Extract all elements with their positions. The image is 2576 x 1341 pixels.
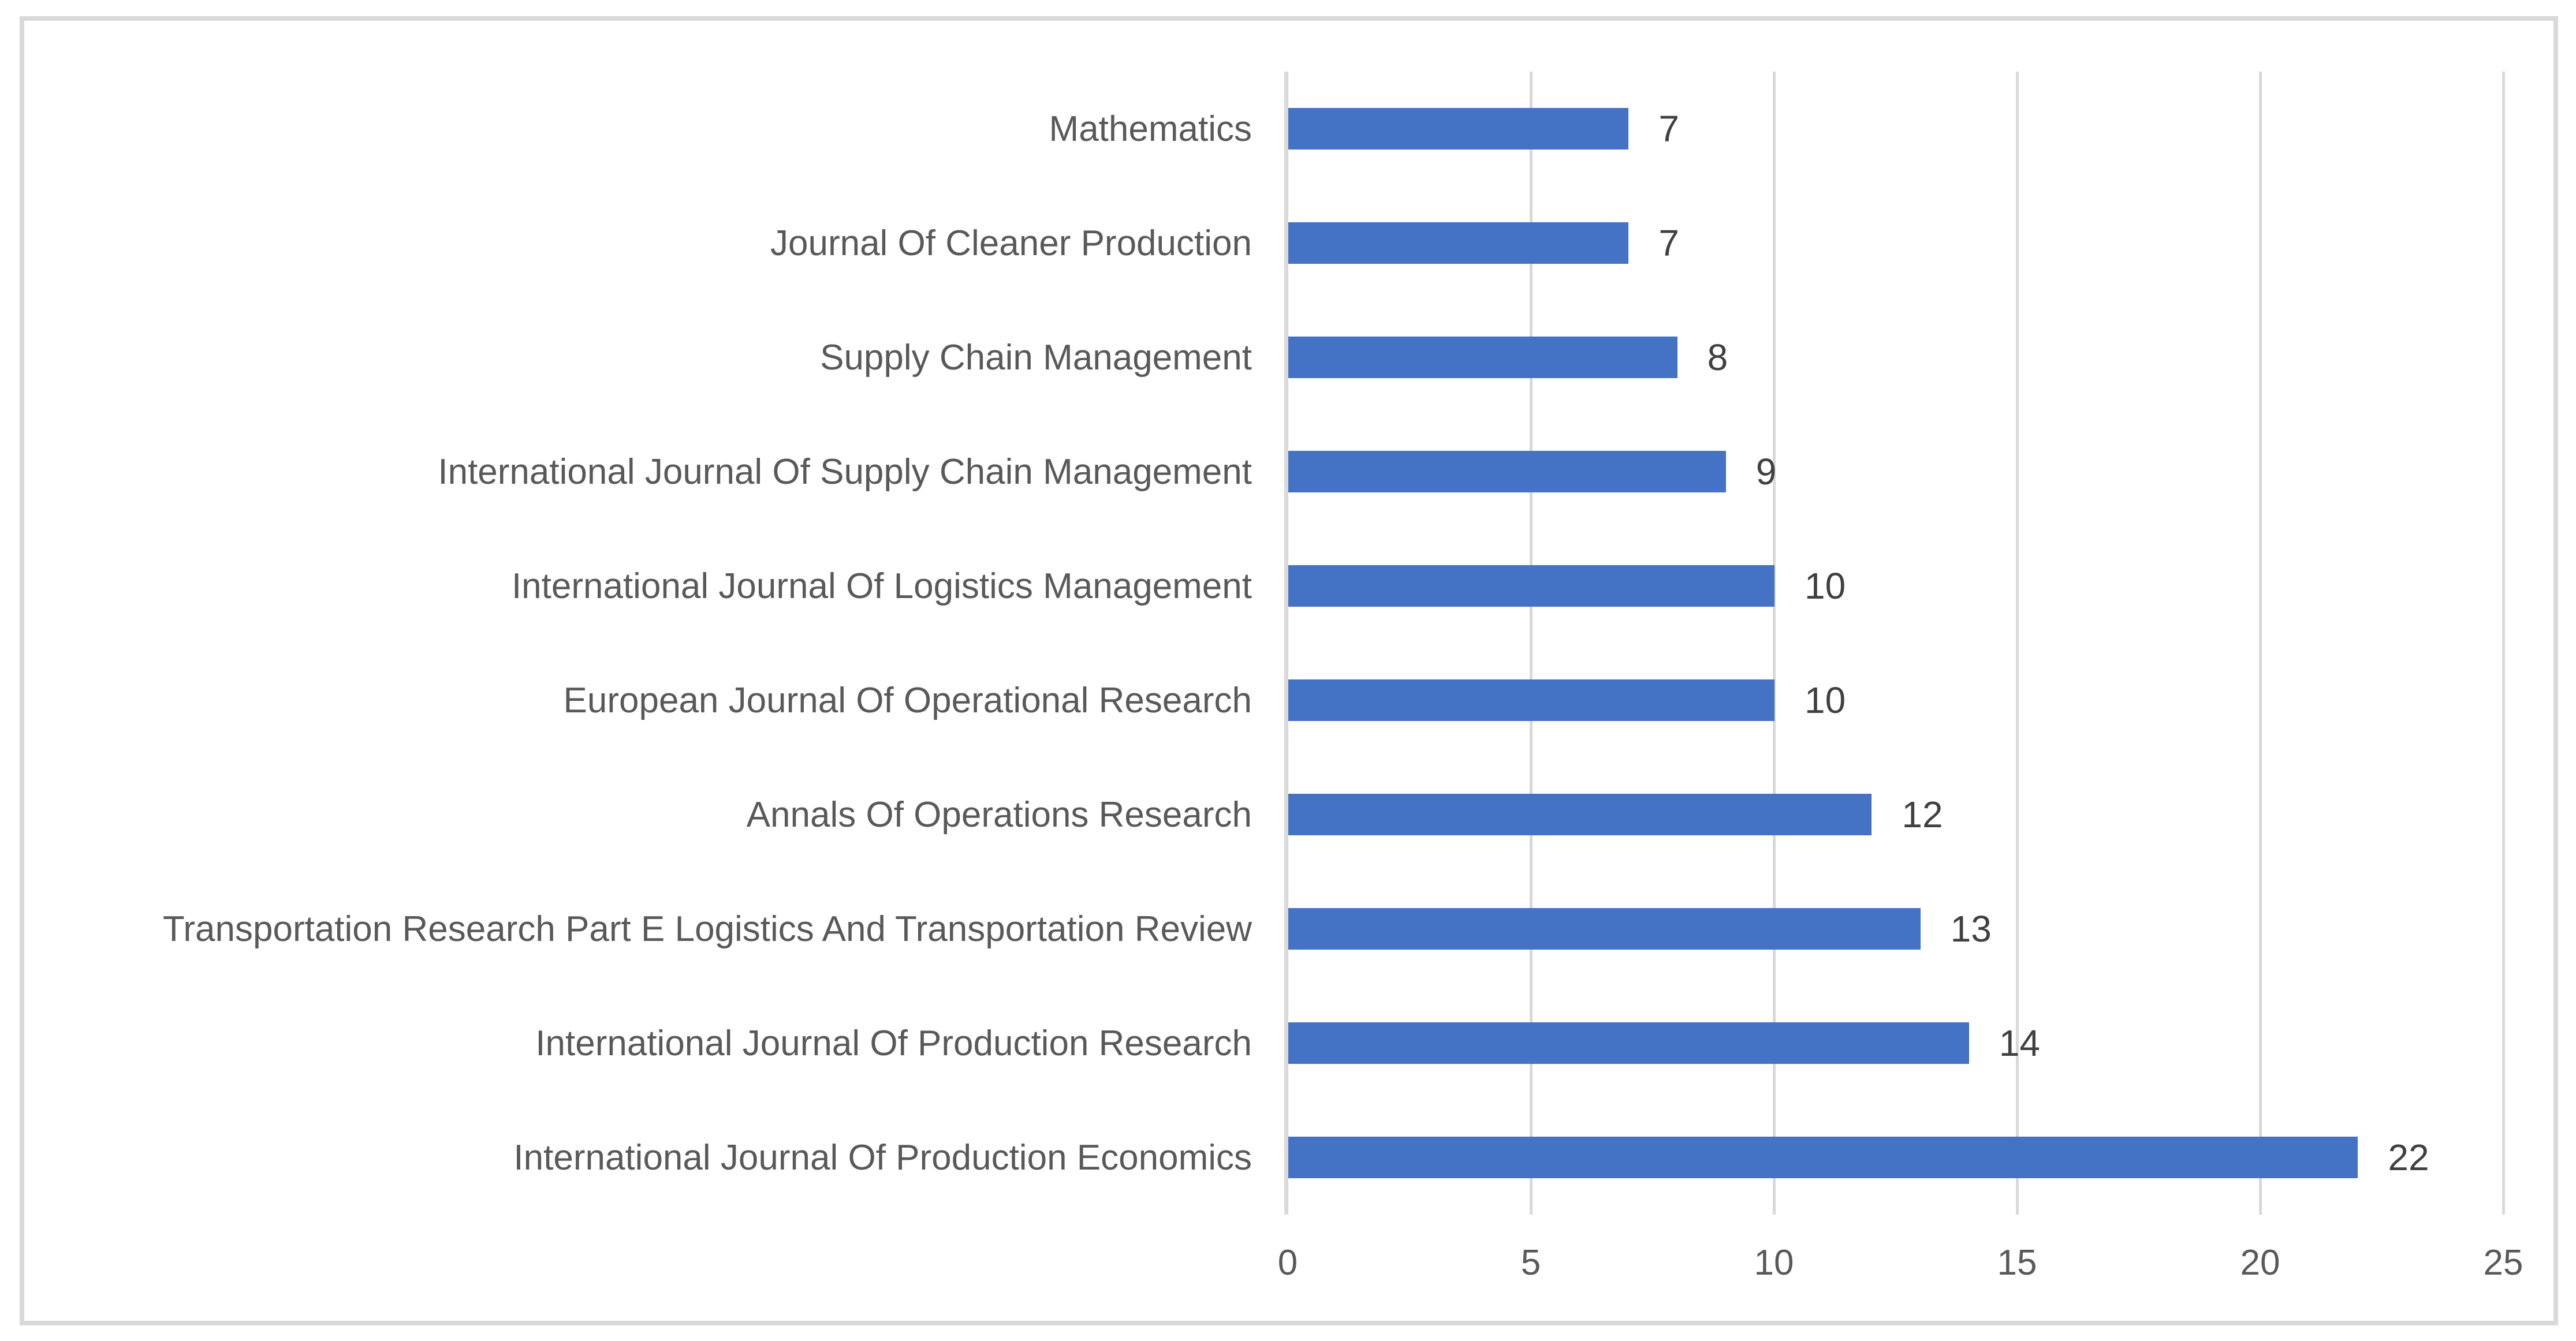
bar [1288, 337, 1677, 378]
gridline [1773, 72, 1776, 1215]
category-label: International Journal Of Logistics Manag… [511, 566, 1252, 606]
category-label: International Journal Of Production Econ… [513, 1137, 1252, 1178]
category-label: Supply Chain Management [820, 337, 1252, 378]
bar [1288, 1022, 1969, 1064]
gridline [2016, 72, 2019, 1215]
gridline [2502, 72, 2505, 1215]
bar [1288, 108, 1629, 150]
gridline [1530, 72, 1533, 1215]
value-label: 7 [1658, 108, 1679, 150]
x-axis-tick-label: 5 [1520, 1243, 1541, 1283]
x-axis-tick-label: 10 [1754, 1243, 1794, 1283]
category-label: International Journal Of Supply Chain Ma… [438, 451, 1252, 492]
value-label: 13 [1950, 908, 1992, 950]
value-label: 22 [2388, 1137, 2429, 1178]
category-label: European Journal Of Operational Research [563, 680, 1252, 720]
category-label: Annals Of Operations Research [746, 794, 1252, 835]
value-label: 9 [1755, 451, 1777, 492]
category-label: Transportation Research Part E Logistics… [162, 909, 1252, 949]
x-axis-tick-label: 25 [2483, 1243, 2523, 1283]
category-axis-line [1284, 72, 1288, 1215]
category-label: Mathematics [1049, 109, 1252, 149]
bar [1288, 679, 1775, 721]
category-label: International Journal Of Production Rese… [535, 1023, 1252, 1063]
chart-frame: Mathematics 7 Journal Of Cleaner Productio… [20, 16, 2558, 1325]
value-label: 8 [1707, 337, 1728, 378]
bar [1288, 794, 1872, 835]
bar [1288, 565, 1775, 607]
bar [1288, 222, 1629, 264]
plot-area: Mathematics 7 Journal Of Cleaner Productio… [24, 21, 2553, 1321]
value-label: 7 [1658, 222, 1679, 264]
category-label: Journal Of Cleaner Production [770, 223, 1252, 263]
value-label: 10 [1805, 565, 1846, 607]
x-axis-tick-label: 20 [2240, 1243, 2280, 1283]
bar [1288, 451, 1726, 492]
x-axis-tick-label: 0 [1277, 1243, 1298, 1283]
x-axis-tick-label: 15 [1997, 1243, 2037, 1283]
bar [1288, 1137, 2358, 1178]
value-label: 12 [1902, 794, 1943, 835]
gridline [2259, 72, 2262, 1215]
value-label: 14 [1999, 1022, 2040, 1064]
bar [1288, 908, 1921, 950]
value-label: 10 [1805, 679, 1846, 721]
